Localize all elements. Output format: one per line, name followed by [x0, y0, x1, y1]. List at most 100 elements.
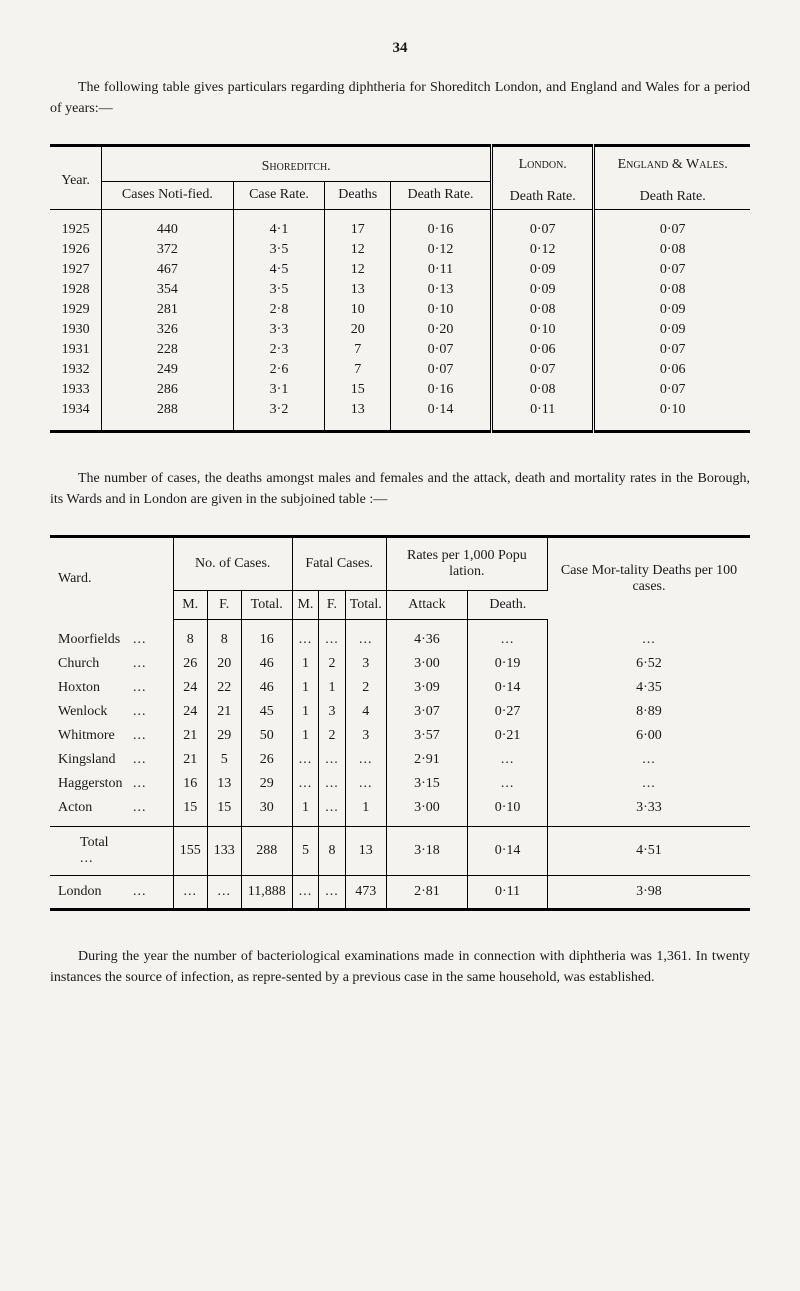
cell-f: 133 — [207, 827, 241, 876]
cell-london-dr: 0·07 — [492, 210, 594, 241]
th-fatal-cases: Fatal Cases. — [292, 537, 386, 591]
cell-ft: 2 — [345, 676, 386, 700]
cell-ew-dr: 0·06 — [594, 360, 750, 380]
cell-case-rate: 2·3 — [233, 340, 325, 360]
table-row: Church...2620461233·000·196·52 — [50, 652, 750, 676]
cell-ff: 1 — [319, 676, 346, 700]
cell-m: 24 — [173, 676, 207, 700]
table-row: 19332863·1150·160·080·07 — [50, 380, 750, 400]
cell-ff: 3 — [319, 700, 346, 724]
cell-year: 1931 — [50, 340, 102, 360]
cell-ew-dr: 0·08 — [594, 280, 750, 300]
cell-cases: 467 — [102, 260, 233, 280]
cell-death-rate: 0·07 — [390, 360, 491, 380]
cell-ew-dr: 0·07 — [594, 260, 750, 280]
cell-mort: 4·51 — [547, 827, 750, 876]
cell-death-rate: 0·13 — [390, 280, 491, 300]
cell-deaths: 20 — [325, 320, 390, 340]
th-death-rate: Death Rate. — [390, 181, 491, 209]
th-m1: M. — [173, 591, 207, 620]
cell-death-rate: 0·11 — [390, 260, 491, 280]
cell-ew-dr: 0·08 — [594, 240, 750, 260]
cell-mort: 6·00 — [547, 724, 750, 748]
cell-ff: 2 — [319, 724, 346, 748]
intro-paragraph-1: The following table gives particulars re… — [50, 77, 750, 119]
table-row: 19254404·1170·160·070·07 — [50, 210, 750, 241]
cell-attack: 3·00 — [386, 652, 467, 676]
cell-cases: 326 — [102, 320, 233, 340]
cell-death: 0·21 — [468, 724, 548, 748]
cell-mort: 4·35 — [547, 676, 750, 700]
cell-attack: 3·18 — [386, 827, 467, 876]
cell-total: 46 — [241, 676, 292, 700]
cell-ff — [319, 876, 346, 910]
cell-case-rate: 3·2 — [233, 400, 325, 432]
th-case-rate: Case Rate. — [233, 181, 325, 209]
table-row: 19312282·370·070·060·07 — [50, 340, 750, 360]
cell-fm — [292, 620, 319, 653]
cell-death-rate: 0·16 — [390, 380, 491, 400]
cell-death: 0·14 — [468, 676, 548, 700]
th-deaths: Deaths — [325, 181, 390, 209]
intro-paragraph-2: The number of cases, the deaths amongst … — [50, 468, 750, 510]
cell-ft — [345, 748, 386, 772]
th-ward: Ward. — [50, 537, 173, 620]
cell-death-rate: 0·14 — [390, 400, 491, 432]
cell-death-rate: 0·16 — [390, 210, 491, 241]
cell-ft: 3 — [345, 652, 386, 676]
cell-fm: 5 — [292, 827, 319, 876]
table-row: Kingsland...215262·91 — [50, 748, 750, 772]
cell-death-rate: 0·20 — [390, 320, 491, 340]
cell-cases: 440 — [102, 210, 233, 241]
cell-mort: 6·52 — [547, 652, 750, 676]
cell-ward: Hoxton... — [50, 676, 173, 700]
cell-f: 5 — [207, 748, 241, 772]
cell-death-rate: 0·10 — [390, 300, 491, 320]
cell-ff — [319, 620, 346, 653]
cell-london-dr: 0·08 — [492, 300, 594, 320]
cell-case-rate: 2·8 — [233, 300, 325, 320]
cell-cases: 286 — [102, 380, 233, 400]
table-row: Haggerston...1613293·15 — [50, 772, 750, 796]
cell-deaths: 17 — [325, 210, 390, 241]
cell-ft: 1 — [345, 796, 386, 827]
table-row: Moorfields...88164·36 — [50, 620, 750, 653]
page-number: 34 — [50, 40, 750, 57]
table-row: 19342883·2130·140·110·10 — [50, 400, 750, 432]
cell-ft: 4 — [345, 700, 386, 724]
cell-ff — [319, 748, 346, 772]
cell-ward: Kingsland... — [50, 748, 173, 772]
cell-ft: 13 — [345, 827, 386, 876]
th-t2: Total. — [345, 591, 386, 620]
cell-cases: 288 — [102, 400, 233, 432]
cell-ew-dr: 0·07 — [594, 340, 750, 360]
cell-total: 16 — [241, 620, 292, 653]
th-shoreditch: Shoreditch. — [102, 146, 492, 182]
cell-fm: 1 — [292, 652, 319, 676]
cell-m — [173, 876, 207, 910]
cell-f: 22 — [207, 676, 241, 700]
cell-year: 1928 — [50, 280, 102, 300]
cell-cases: 249 — [102, 360, 233, 380]
th-m2: M. — [292, 591, 319, 620]
cell-total: 50 — [241, 724, 292, 748]
cell-ff — [319, 796, 346, 827]
cell-f — [207, 876, 241, 910]
th-london: London. Death Rate. — [492, 146, 594, 210]
cell-mort — [547, 620, 750, 653]
cell-cases: 281 — [102, 300, 233, 320]
cell-ft — [345, 620, 386, 653]
cell-case-rate: 3·3 — [233, 320, 325, 340]
table-row: Hoxton...2422461123·090·144·35 — [50, 676, 750, 700]
cell-fm: 1 — [292, 796, 319, 827]
cell-death — [468, 772, 548, 796]
cell-london-dr: 0·07 — [492, 360, 594, 380]
th-cases-notified: Cases Noti-fied. — [102, 181, 233, 209]
cell-case-rate: 3·5 — [233, 280, 325, 300]
cell-f: 21 — [207, 700, 241, 724]
cell-m: 8 — [173, 620, 207, 653]
cell-m: 21 — [173, 724, 207, 748]
cell-m: 24 — [173, 700, 207, 724]
th-f2: F. — [319, 591, 346, 620]
cell-ft: 3 — [345, 724, 386, 748]
